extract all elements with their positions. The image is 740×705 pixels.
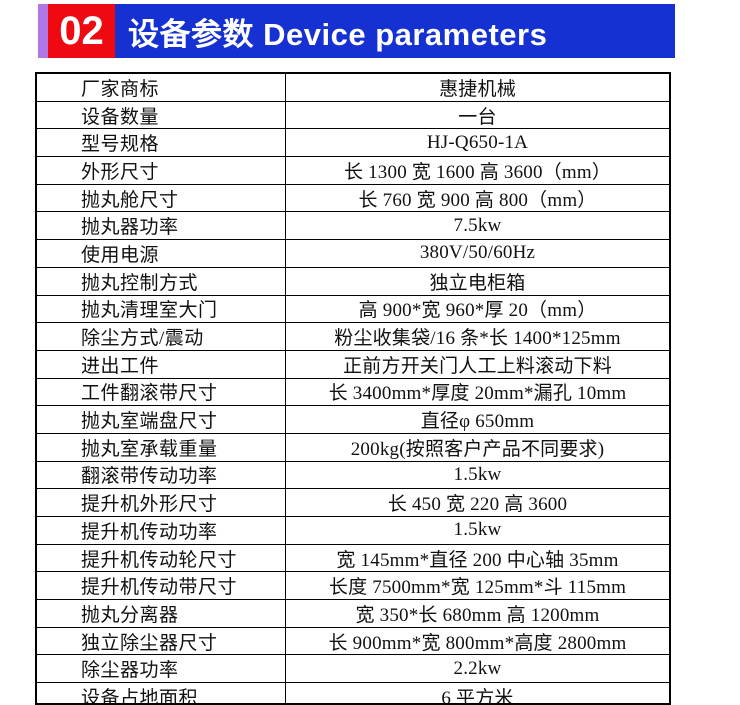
spec-label: 提升机传动带尺寸 bbox=[37, 572, 286, 600]
table-row: 型号规格 HJ-Q650-1A bbox=[37, 129, 669, 158]
spec-label: 进出工件 bbox=[37, 350, 286, 378]
spec-value: 惠捷机械 bbox=[439, 78, 516, 100]
spec-value: 200kg(按照客户产品不同要求) bbox=[350, 438, 605, 460]
spec-value: 高 900*宽 960*厚 20（mm） bbox=[358, 300, 597, 322]
spec-value: 宽 145mm*直径 200 中心轴 35mm bbox=[336, 549, 619, 571]
spec-label: 除尘方式/震动 bbox=[37, 323, 286, 350]
table-row: 提升机传动轮尺寸 宽 145mm*直径 200 中心轴 35mm bbox=[37, 544, 669, 573]
spec-label: 型号规格 bbox=[37, 129, 286, 157]
table-row: 厂家商标 惠捷机械 bbox=[37, 74, 669, 102]
spec-value: 1.5kw bbox=[453, 519, 502, 541]
spec-value: 1.5kw bbox=[453, 463, 502, 485]
spec-value: 长 900mm*宽 800mm*高度 2800mm bbox=[328, 632, 627, 654]
spec-label: 设备占地面积 bbox=[37, 683, 286, 703]
table-row: 抛丸控制方式 独立电柜箱 bbox=[37, 267, 669, 296]
table-row: 翻滚带传动功率 1.5kw bbox=[37, 461, 669, 490]
spec-value: 长 450 宽 220 高 3600 bbox=[387, 494, 568, 516]
spec-label: 抛丸控制方式 bbox=[37, 267, 286, 295]
spec-value: 6 平方米 bbox=[441, 687, 514, 705]
table-row: 进出工件 正前方开关门人工上料滚动下料 bbox=[37, 350, 669, 379]
spec-label: 除尘器功率 bbox=[37, 655, 286, 683]
table-row: 抛丸室承载重量 200kg(按照客户产品不同要求) bbox=[37, 433, 669, 462]
table-row: 抛丸室端盘尺寸 直径φ 650mm bbox=[37, 406, 669, 434]
spec-value: 长 760 宽 900 高 800（mm） bbox=[358, 189, 597, 211]
spec-value: 长度 7500mm*宽 125mm*斗 115mm bbox=[328, 577, 627, 599]
spec-label: 抛丸器功率 bbox=[37, 212, 286, 240]
table-row: 提升机外形尺寸 长 450 宽 220 高 3600 bbox=[37, 489, 669, 517]
table-row: 设备占地面积 6 平方米 bbox=[37, 683, 669, 705]
spec-label: 设备数量 bbox=[37, 101, 286, 129]
table-row: 除尘器功率 2.2kw bbox=[37, 655, 669, 684]
spec-table: 厂家商标 惠捷机械设备数量 一台型号规格 HJ-Q650-1A 外形尺寸 长 1300 宽… bbox=[35, 72, 671, 705]
table-row: 设备数量 一台 bbox=[37, 101, 669, 130]
table-row: 抛丸分离器 宽 350*长 680mm 高 1200mm bbox=[37, 600, 669, 628]
spec-value: 独立电柜箱 bbox=[429, 272, 526, 294]
spec-label: 使用电源 bbox=[37, 240, 286, 267]
spec-value: 长 1300 宽 1600 高 3600（mm） bbox=[343, 161, 612, 183]
spec-value: 粉尘收集袋/16 条*长 1400*125mm bbox=[334, 328, 621, 350]
table-row: 抛丸舱尺寸 长 760 宽 900 高 800（mm） bbox=[37, 184, 669, 213]
spec-label: 抛丸室承载重量 bbox=[37, 433, 286, 461]
spec-label: 抛丸分离器 bbox=[37, 600, 286, 627]
section-header: 02 设备参数 Device parameters bbox=[38, 4, 675, 58]
table-row: 提升机传动功率 1.5kw bbox=[37, 517, 669, 545]
table-row: 抛丸清理室大门 高 900*宽 960*厚 20（mm） bbox=[37, 295, 669, 324]
spec-label: 独立除尘器尺寸 bbox=[37, 627, 286, 655]
spec-label: 提升机传动轮尺寸 bbox=[37, 544, 286, 572]
spec-label: 抛丸舱尺寸 bbox=[37, 184, 286, 212]
spec-value: 直径φ 650mm bbox=[420, 411, 535, 433]
spec-value: 正前方开关门人工上料滚动下料 bbox=[343, 355, 612, 377]
spec-value: 7.5kw bbox=[453, 214, 502, 236]
spec-label: 厂家商标 bbox=[37, 74, 286, 101]
table-row: 提升机传动带尺寸 长度 7500mm*宽 125mm*斗 115mm bbox=[37, 572, 669, 601]
spec-label: 工件翻滚带尺寸 bbox=[37, 378, 286, 406]
spec-label: 抛丸清理室大门 bbox=[37, 295, 286, 323]
table-row: 使用电源 380V/50/60Hz bbox=[37, 240, 669, 268]
spec-value: 宽 350*长 680mm 高 1200mm bbox=[355, 604, 600, 626]
spec-value: 2.2kw bbox=[453, 657, 502, 679]
table-row: 外形尺寸 长 1300 宽 1600 高 3600（mm） bbox=[37, 157, 669, 185]
table-row: 独立除尘器尺寸 长 900mm*宽 800mm*高度 2800mm bbox=[37, 627, 669, 656]
spec-label: 提升机传动功率 bbox=[37, 517, 286, 544]
table-row: 抛丸器功率 7.5kw bbox=[37, 212, 669, 241]
spec-value: 一台 bbox=[458, 106, 497, 128]
section-number-badge: 02 bbox=[48, 4, 115, 58]
spec-label: 外形尺寸 bbox=[37, 157, 286, 184]
spec-label: 抛丸室端盘尺寸 bbox=[37, 406, 286, 433]
table-row: 工件翻滚带尺寸 长 3400mm*厚度 20mm*漏孔 10mm bbox=[37, 378, 669, 407]
spec-value: 长 3400mm*厚度 20mm*漏孔 10mm bbox=[328, 383, 627, 405]
spec-value: 380V/50/60Hz bbox=[419, 242, 536, 264]
accent-stripe bbox=[38, 4, 48, 58]
spec-value: HJ-Q650-1A bbox=[426, 131, 529, 153]
spec-label: 翻滚带传动功率 bbox=[37, 461, 286, 489]
spec-label: 提升机外形尺寸 bbox=[37, 489, 286, 516]
section-title: 设备参数 Device parameters bbox=[115, 4, 675, 58]
table-row: 除尘方式/震动 粉尘收集袋/16 条*长 1400*125mm bbox=[37, 323, 669, 351]
